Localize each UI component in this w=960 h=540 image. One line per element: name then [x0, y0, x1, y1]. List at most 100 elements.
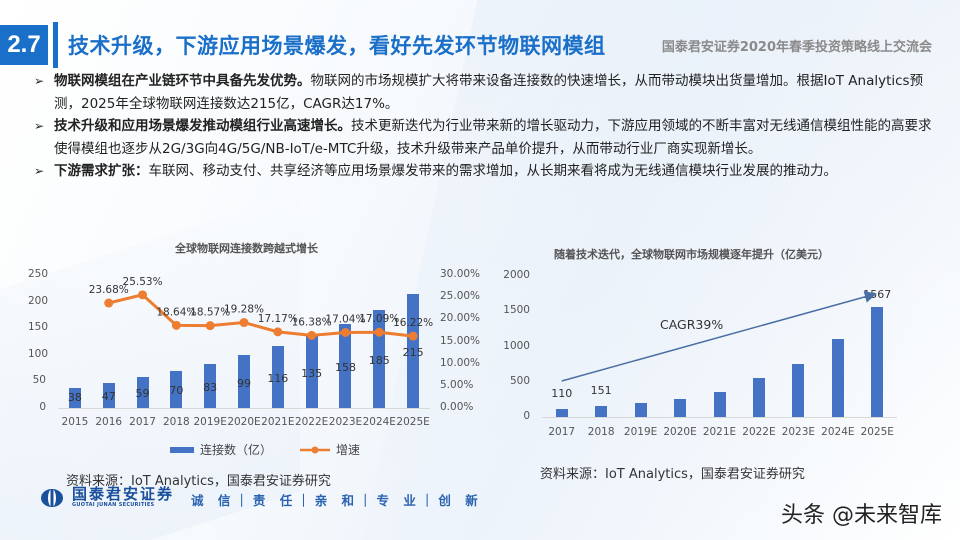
y-tick-label: 2000 — [503, 269, 530, 281]
legend-line-swatch — [300, 446, 331, 453]
x-tick-label: 2025E — [396, 416, 430, 428]
bar — [871, 306, 884, 417]
bullet-list: ➢ 物联网模组在产业链环节中具备先发优势。物联网的市场规模扩大将带来设备连接数的… — [34, 70, 934, 183]
left-chart-source: 资料来源：IoT Analytics，国泰君安证券研究 — [66, 474, 331, 489]
bar — [68, 387, 81, 408]
y2-tick-label: 5.00% — [440, 378, 474, 391]
arrow-bullet-icon: ➢ — [34, 119, 45, 133]
y2-tick-label: 25.00% — [440, 290, 481, 303]
bar-value-label: 215 — [402, 345, 424, 359]
bar — [170, 370, 183, 408]
line-point — [138, 290, 148, 300]
arrow-bullet-icon: ➢ — [34, 74, 45, 88]
x-tick-label: 2023E — [328, 416, 363, 428]
line-value-label: 16.22% — [393, 317, 433, 329]
bar-value-label: 151 — [590, 384, 612, 398]
y2-tick-label: 15.00% — [440, 334, 481, 347]
x-tick-label: 2022E — [294, 416, 329, 428]
x-tick-label: 2019E — [193, 416, 227, 428]
y2-tick-label: 30.00% — [440, 268, 481, 280]
y-tick-label: 50 — [32, 374, 46, 387]
y-tick-label: 250 — [28, 268, 49, 280]
company-slogan: 诚 信｜责 任｜亲 和｜专 业｜创 新 — [191, 493, 483, 508]
bar-value-label: 110 — [551, 387, 573, 401]
line-point — [340, 327, 350, 337]
bar — [238, 355, 250, 408]
bullet-heading: 物联网模组在产业链环节中具备先发优势。 — [54, 73, 311, 89]
y-tick-label: 0 — [39, 401, 46, 413]
bar-value-label: 38 — [67, 391, 82, 404]
bar-value-label: 70 — [169, 384, 184, 398]
bar-value-label: 116 — [267, 372, 289, 386]
x-tick-label: 2021E — [261, 416, 295, 428]
line-value-label: 19.28% — [224, 304, 264, 316]
cagr-annotation: CAGR39% — [660, 317, 724, 332]
left-chart-title: 全球物联网连接数跨越式增长 — [175, 242, 318, 255]
x-axis-line — [542, 417, 897, 418]
line-point — [374, 327, 384, 337]
x-tick-label: 2019E — [623, 426, 658, 438]
bullet-text: 车联网、移动支付、共享经济等应用场景爆发带来的需求增加，从长期来看将成为无线通信… — [148, 163, 838, 179]
slide-header: 2.7 技术升级，下游应用场景爆发，看好先发环节物联网模组 国泰君安证券2020… — [0, 22, 960, 68]
bar — [305, 336, 318, 408]
line-value-label: 17.17% — [258, 313, 298, 325]
page-title: 技术升级，下游应用场景爆发，看好先发环节物联网模组 — [68, 34, 606, 58]
bullet-text: 技术更新迭代为行业带来新的增长驱动力，下游应用领域的不断丰富对无线通信模组性能的… — [54, 118, 932, 157]
bar-value-label: 83 — [203, 380, 218, 394]
line-value-label: 18.64% — [156, 306, 196, 318]
bullet-text: 物联网的市场规模扩大将带来设备连接数的快速增长，从而带动模块出货量增加。根据Io… — [54, 73, 924, 112]
watermark: 头条 @未来智库 — [781, 503, 942, 528]
x-tick-label: 2021E — [702, 426, 737, 438]
chart-legend: 连接数（亿） 增速 — [170, 441, 360, 458]
line-point — [205, 321, 215, 331]
x-tick-label: 2024E — [362, 416, 396, 428]
line-point — [273, 327, 283, 337]
bar — [792, 364, 805, 417]
x-tick-label: 2024E — [821, 426, 855, 438]
bar — [634, 402, 647, 417]
y2-tick-label: 10.00% — [440, 356, 481, 369]
y-tick-label: 150 — [28, 321, 49, 334]
bullet-item: ➢ 下游需求扩张：车联网、移动支付、共享经济等应用场景爆发带来的需求增加，从长期… — [34, 160, 934, 183]
title-divider — [53, 22, 58, 68]
logo-english-name: GUOTAI JUNAN SECURITIES — [72, 502, 155, 508]
y-tick-label: 1500 — [503, 304, 530, 317]
legend-label: 连接数（亿） — [200, 443, 273, 457]
x-tick-label: 2022E — [742, 426, 776, 438]
line-value-label: 25.53% — [123, 276, 163, 288]
x-tick-label: 2025E — [860, 426, 894, 438]
company-logo: 国泰君安证券 GUOTAI JUNAN SECURITIES — [40, 487, 174, 509]
section-number-badge: 2.7 — [0, 25, 48, 65]
x-tick-label: 2017 — [129, 416, 156, 428]
bar-value-label: 185 — [368, 353, 390, 367]
bar — [595, 406, 608, 417]
line-point — [104, 298, 114, 308]
line-point — [408, 331, 418, 341]
bar — [752, 378, 765, 417]
bar — [271, 346, 284, 408]
bar — [831, 339, 844, 417]
line-point — [239, 318, 249, 328]
y-tick-label: 100 — [28, 347, 49, 360]
bullet-heading: 下游需求扩张： — [54, 163, 149, 179]
bar — [102, 382, 115, 408]
x-tick-label: 2018 — [162, 416, 190, 428]
line-value-label: 18.57% — [190, 307, 230, 319]
y-tick-label: 0 — [523, 410, 530, 422]
bar — [674, 398, 687, 417]
bullet-heading: 技术升级和应用场景爆发推动模组行业高速增长。 — [54, 118, 351, 134]
y-tick-label: 1000 — [503, 339, 530, 352]
x-axis-line — [58, 408, 430, 409]
x-tick-label: 2017 — [548, 426, 576, 438]
line-value-label: 16.38% — [292, 316, 332, 328]
bar — [555, 409, 568, 417]
bar — [407, 293, 420, 408]
logo-chinese-name: 国泰君安证券 — [72, 485, 175, 503]
line-point — [307, 330, 317, 340]
y2-tick-label: 20.00% — [440, 312, 481, 325]
x-tick-label: 2020E — [227, 416, 261, 428]
bar — [204, 363, 217, 408]
bar — [713, 391, 726, 417]
